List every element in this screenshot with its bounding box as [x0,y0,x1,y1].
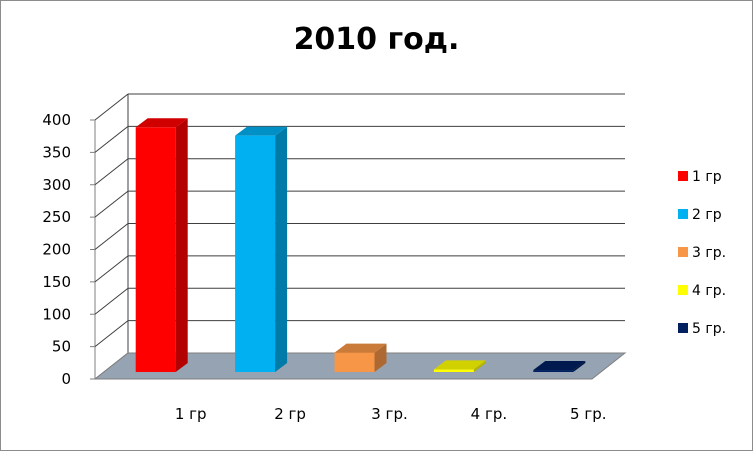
legend-swatch [678,285,688,295]
x-tick-label: 2 гр [274,405,306,423]
legend-item: 1 гр [678,169,722,185]
bar-4 [433,360,486,372]
legend-item: 4 гр. [678,283,726,299]
bar-side [275,126,288,372]
bar-top [433,360,486,370]
y-axis-ticks: 0 50 100 150 200 250 300 350 400 [42,111,71,388]
gridlines [90,93,625,380]
bar-1 [135,118,188,373]
bars [135,118,586,373]
y-tick-label: 400 [42,111,71,129]
bar-top [135,118,188,128]
bar-top [235,126,288,136]
y-tick-label: 300 [42,176,71,194]
gridline-diagonal [94,158,129,186]
y-tick-label: 50 [52,338,71,356]
x-tick-label: 5 гр. [570,405,606,423]
x-tick-label: 1 гр [175,405,207,423]
bar-side [473,360,486,372]
chart-title: 2010 год. [293,22,460,57]
bar-top [533,361,586,371]
x-axis-ticks: 1 гр 2 гр 3 гр. 4 гр. 5 гр. [175,405,607,423]
legend-swatch [678,323,688,333]
legend-item: 3 гр. [678,245,726,261]
legend-swatch [678,171,688,181]
y-tick-label: 200 [42,241,71,259]
gridline-diagonal [94,287,129,315]
bar-side [175,118,188,373]
legend-label: 1 гр [692,169,722,185]
x-tick-label: 4 гр. [471,405,507,423]
bar-side [573,361,586,372]
gridline-diagonal [94,255,129,283]
y-tick-label: 100 [42,305,71,323]
gridline-diagonal [94,93,129,121]
legend-label: 2 гр [692,207,722,223]
bar-front [433,369,474,372]
legend-item: 5 гр. [678,321,726,337]
gridline-diagonal [94,320,129,348]
legend-swatch [678,247,688,257]
gridline-diagonal [94,125,129,153]
y-tick-label: 150 [42,273,71,291]
y-tick-label: 0 [61,370,71,388]
legend-item: 2 гр [678,207,722,223]
bar-side [374,343,387,372]
legend-label: 4 гр. [692,283,726,299]
bar-3 [334,343,387,372]
bar-front [533,370,574,372]
y-tick-label: 250 [42,208,71,226]
bar-front [135,127,176,373]
bar-5 [533,361,586,372]
legend: 1 гр 2 гр 3 гр. 4 гр. 5 гр. [678,169,726,337]
gridline-diagonal [94,190,129,218]
bar-2 [235,126,288,372]
legend-swatch [678,209,688,219]
legend-label: 3 гр. [692,245,726,261]
x-tick-label: 3 гр. [371,405,407,423]
y-tick-label: 350 [42,143,71,161]
gridline-diagonal [94,223,129,250]
bar-front [334,352,375,372]
bar-top [334,343,387,353]
legend-label: 5 гр. [692,321,726,337]
bar-front [235,135,276,372]
